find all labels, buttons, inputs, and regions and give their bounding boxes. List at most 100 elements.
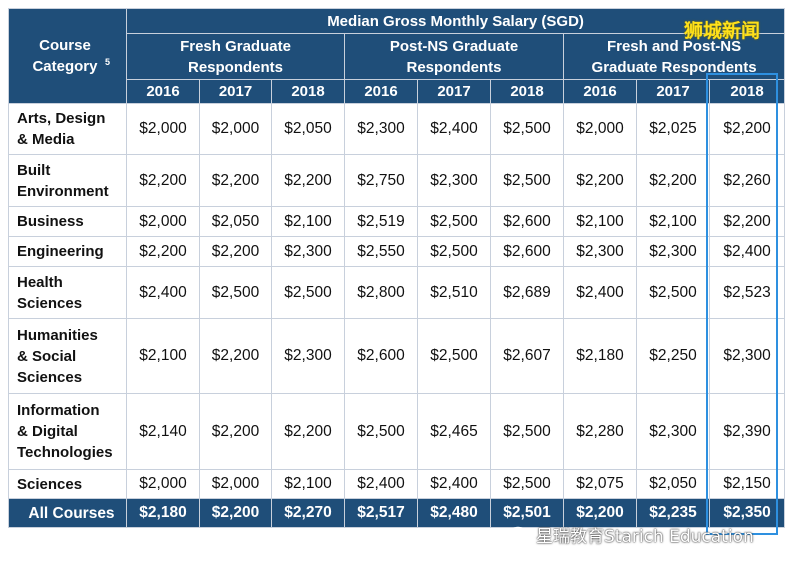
salary-cell: $2,200: [126, 236, 200, 267]
salary-cell: $2,200: [636, 154, 710, 207]
group-header-line: Respondents: [187, 58, 283, 76]
table-row: Engineering $2,200 $2,200 $2,300 $2,550 $2,50…: [8, 236, 786, 267]
salary-cell: $2,200: [708, 206, 786, 237]
salary-cell: $2,300: [708, 318, 786, 394]
category-line: Arts, Design: [17, 110, 106, 127]
year-header: 2018: [708, 79, 786, 104]
category-line: Engineering: [17, 243, 104, 260]
category-cell: Humanities & Social Sciences: [8, 318, 127, 394]
group-header-line: Graduate Respondents: [591, 58, 757, 76]
table-row: Health Sciences $2,400 $2,500 $2,500 $2,800 $2…: [8, 266, 786, 319]
salary-cell: $2,280: [563, 393, 637, 470]
salary-cell: $2,300: [417, 154, 491, 207]
salary-table-body: Arts, Design & Media $2,000 $2,000 $2,050 $2,…: [8, 103, 786, 499]
group-header: Fresh Graduate Respondents: [126, 33, 345, 80]
salary-cell: $2,000: [126, 103, 200, 155]
group-header-line: Post-NS Graduate: [389, 37, 519, 55]
salary-cell: $2,800: [344, 266, 418, 319]
category-line: Sciences: [17, 368, 83, 386]
category-cell: Business: [8, 206, 127, 237]
salary-cell: $2,150: [708, 469, 786, 499]
salary-cell: $2,500: [271, 266, 345, 319]
salary-cell: $2,075: [563, 469, 637, 499]
total-cell: $2,501: [490, 498, 564, 528]
group-header-row: Fresh Graduate Respondents Post-NS Graduat…: [9, 33, 786, 80]
salary-cell: $2,260: [708, 154, 786, 207]
category-line: Environment: [17, 182, 109, 200]
total-cell: $2,270: [271, 498, 345, 528]
salary-cell: $2,100: [271, 469, 345, 499]
salary-cell: $2,000: [126, 469, 200, 499]
category-header-text: Course Category: [32, 37, 98, 75]
salary-cell: $2,050: [636, 469, 710, 499]
table-row: Built Environment $2,200 $2,200 $2,200 $2,750…: [8, 154, 786, 207]
salary-cell: $2,519: [344, 206, 418, 237]
salary-cell: $2,500: [344, 393, 418, 470]
salary-cell: $2,400: [344, 469, 418, 499]
salary-cell: $2,000: [199, 469, 272, 499]
category-cell: Information & Digital Technologies: [8, 393, 127, 470]
salary-cell: $2,510: [417, 266, 491, 319]
category-line: Technologies: [17, 444, 113, 461]
wechat-icon: [510, 526, 532, 544]
watermark-bottom: 星瑞教育Starich Education: [510, 522, 754, 547]
category-cell: Built Environment: [8, 154, 127, 207]
salary-cell: $2,500: [490, 393, 564, 470]
salary-table: Course Category 5 Median Gross Monthly Sa…: [8, 8, 786, 528]
salary-cell: $2,500: [490, 469, 564, 499]
salary-cell: $2,465: [417, 393, 491, 470]
salary-cell: $2,000: [563, 103, 637, 155]
salary-cell: $2,050: [271, 103, 345, 155]
total-cell: $2,350: [708, 498, 786, 528]
category-cell: Arts, Design & Media: [8, 103, 127, 155]
category-line: Built: [17, 161, 51, 179]
salary-cell: $2,250: [636, 318, 710, 394]
year-header: 2017: [417, 79, 491, 104]
salary-cell: $2,200: [708, 103, 786, 155]
group-header: Fresh and Post-NS Graduate Respondents: [562, 33, 786, 80]
total-row: All Courses $2,180 $2,200 $2,270 $2,517 $2,48…: [8, 498, 786, 528]
watermark-top: 狮城新闻: [684, 20, 761, 42]
salary-cell: $2,180: [563, 318, 637, 394]
category-cell: Engineering: [8, 236, 127, 267]
category-header: Course Category 5: [8, 8, 127, 104]
salary-cell: $2,500: [417, 236, 491, 267]
category-header-footnote: 5: [104, 57, 110, 67]
salary-cell: $2,140: [126, 393, 200, 470]
total-cell: $2,180: [126, 498, 200, 528]
salary-cell: $2,689: [490, 266, 564, 319]
salary-cell: $2,300: [271, 236, 345, 267]
salary-cell: $2,500: [199, 266, 272, 319]
salary-cell: $2,500: [417, 318, 491, 394]
salary-cell: $2,607: [490, 318, 564, 394]
salary-cell: $2,200: [199, 318, 272, 394]
salary-cell: $2,400: [563, 266, 637, 319]
salary-cell: $2,200: [563, 154, 637, 207]
total-cell: $2,517: [344, 498, 418, 528]
year-header: 2018: [490, 79, 564, 104]
salary-cell: $2,100: [126, 318, 200, 394]
salary-cell: $2,000: [126, 206, 200, 237]
salary-cell: $2,200: [199, 154, 272, 207]
group-header-line: Respondents: [406, 58, 502, 76]
salary-cell: $2,300: [271, 318, 345, 394]
salary-cell: $2,400: [417, 103, 491, 155]
salary-cell: $2,300: [344, 103, 418, 155]
year-header: 2016: [126, 79, 200, 104]
total-label: All Courses: [8, 498, 127, 528]
table-row: Humanities & Social Sciences $2,100 $2,200 $2…: [8, 318, 786, 394]
salary-cell: $2,300: [636, 236, 710, 267]
salary-cell: $2,200: [271, 393, 345, 470]
group-header-line: Fresh and Post-NS: [606, 37, 742, 55]
salary-cell: $2,300: [563, 236, 637, 267]
category-line: & Social: [17, 347, 77, 365]
category-cell: Health Sciences: [8, 266, 127, 319]
year-header: 2017: [199, 79, 272, 104]
year-header: 2016: [344, 79, 418, 104]
salary-cell: $2,600: [490, 236, 564, 267]
year-header: 2017: [636, 79, 710, 104]
category-line: Humanities: [17, 326, 98, 344]
table-row: Sciences $2,000 $2,000 $2,100 $2,400 $2,400 $2…: [8, 469, 786, 499]
group-header-line: Fresh Graduate: [180, 37, 291, 55]
salary-cell: $2,100: [271, 206, 345, 237]
